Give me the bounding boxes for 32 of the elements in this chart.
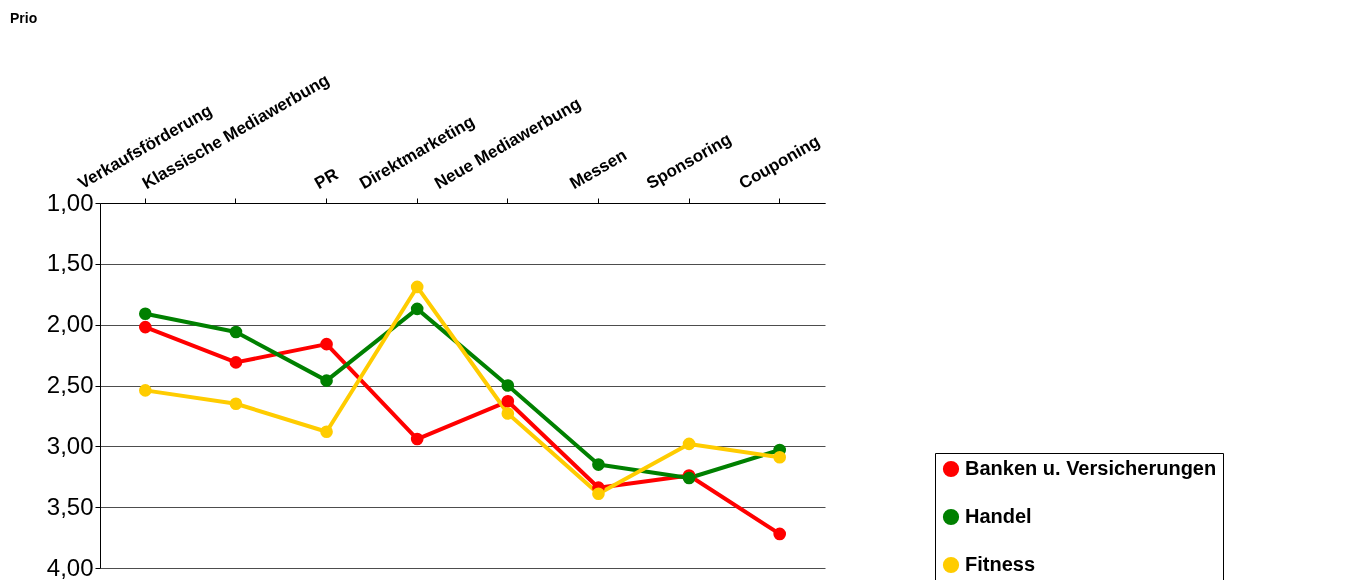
y-tick-label: 3,00 [46,431,94,459]
y-tick-label: 4,00 [46,553,94,581]
legend-label: Handel [965,505,1032,527]
point [138,320,152,334]
point [501,407,515,420]
legend-label: Banken u. Versicherungen [965,457,1217,479]
point [410,280,424,294]
point [320,374,333,387]
point [592,458,605,471]
point [501,379,515,392]
point [773,527,787,541]
point [410,432,424,446]
text: Prio [10,10,38,26]
point [320,425,333,439]
point [229,356,243,369]
legend-label: Fitness [965,553,1036,575]
point [320,337,333,351]
point [592,487,605,501]
point [773,450,787,464]
point [138,307,152,321]
point [138,384,152,397]
y-tick-label: 1,00 [46,188,94,216]
y-tick-label: 3,50 [46,492,94,520]
point [229,325,243,339]
y-tick-label: 1,50 [46,249,94,277]
x-tick-label: PR [311,164,342,193]
point [501,395,515,408]
point [682,437,696,451]
y-tick-label: 2,00 [46,310,94,338]
point [410,302,424,316]
point [229,397,243,411]
y-tick-label: 2,50 [46,371,94,398]
